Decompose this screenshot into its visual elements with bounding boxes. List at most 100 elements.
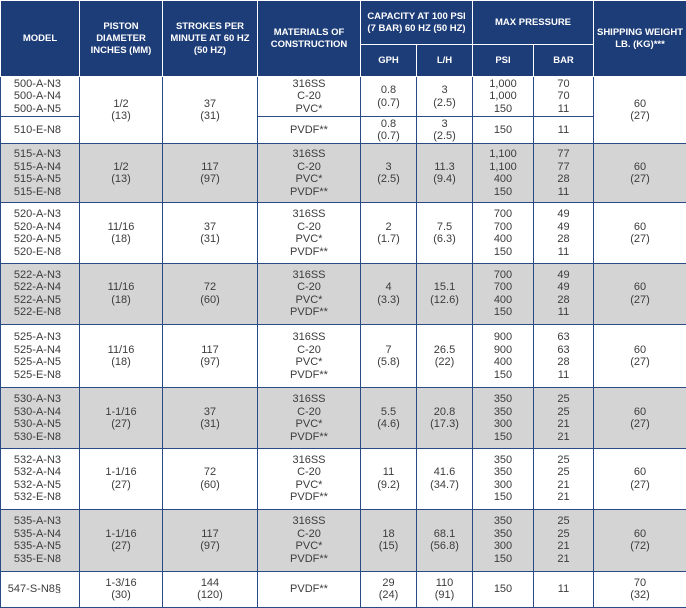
header-lh: L/H [416,44,473,77]
table-row: 532-A-N3 532-A-N4 532-A-N5 532-E-N8 1-1/16 (2… [0,447,686,511]
gph-cell-line: (3.3) [377,293,400,306]
shipping-weight-cell-line: (27) [630,478,650,491]
gph-cell: 0.8 (0.7) [360,75,417,118]
model-cell-line: 532-E-N8 [13,491,61,504]
model-cell-line: 520-A-N3 [13,208,61,220]
psi-cell: 350 350 300 150 [472,509,534,572]
bar-cell-line: 11 [557,368,570,381]
bar-cell-line: 28 [557,233,570,245]
gph-cell-line: (15) [378,540,399,553]
shipping-weight-cell: 60 (72) [593,509,686,572]
strokes-cell-line: 37 [203,220,217,233]
shipping-weight-cell: 60 (27) [593,387,686,449]
materials-cell: 316SS C-20 PVC* PVDF** [257,324,361,389]
model-cell: 535-A-N3 535-A-N4 535-A-N5 535-E-N8 [0,509,80,572]
bar-cell-line: 11 [557,102,570,115]
bar-cell-line: 49 [557,208,570,220]
strokes-cell-line: 144 [200,576,220,589]
gph-cell-line: 0.8 [380,117,397,130]
materials-cell-line: PVC* [295,173,323,186]
strokes-cell: 37 (31) [162,387,258,449]
materials-cell-line: PVDF** [290,491,328,504]
model-cell: 525-A-N3 525-A-N4 525-A-N5 525-E-N8 [0,324,80,389]
shipping-weight-cell: 60 (27) [593,143,686,204]
materials-cell: 316SS C-20 PVC* PVDF** [257,509,361,572]
piston-diameter-cell-line: 1/2 [113,97,129,110]
piston-diameter-cell: 1-1/16 (27) [79,447,163,511]
header-bar: BAR [532,44,595,77]
psi-cell-line: 300 [493,478,513,491]
shipping-weight-cell-line: 60 [633,343,647,356]
gph-cell-line: 5.5 [380,405,397,418]
psi-cell-line: 700 [493,281,513,294]
piston-diameter-cell-line: 11/16 [107,220,135,233]
psi-cell-line: 150 [493,102,513,115]
model-cell-line: 525-A-N5 [13,356,61,369]
bar-cell-line: 77 [557,148,570,161]
lh-cell: 3 (2.5) [416,75,473,118]
bar-cell-line: 11 [557,185,570,198]
table-row: 520-A-N3 520-A-N4 520-A-N5 520-E-N8 11/16 (18… [0,202,686,264]
model-cell-line: 530-E-N8 [13,430,61,443]
bar-cell-line: 25 [557,527,570,540]
materials-cell: 316SS C-20 PVC* PVDF** [257,447,361,511]
bar-cell-line: 70 [557,90,570,103]
gph-cell-line: 11 [382,466,395,479]
gph-cell: 3 (2.5) [360,143,417,204]
piston-diameter-cell-line: (30) [111,589,131,602]
gph-cell-line: (9.2) [377,478,400,491]
bar-cell-line: 77 [557,160,570,173]
psi-cell-line: 400 [493,173,513,186]
psi-cell-line: 350 [493,453,513,466]
bar-cell-line: 49 [557,220,570,233]
psi-cell-line: 350 [493,393,513,406]
gph-cell-line: 3 [385,160,392,173]
header-materials: MATERIALS OF CONSTRUCTION [257,0,361,77]
model-cell-line: 515-E-N8 [13,185,61,198]
model-cell-line: 522-A-N4 [13,281,61,294]
model-cell-line: 535-A-N4 [13,527,61,540]
bar-cell: 25 25 21 21 [532,509,595,572]
gph-cell: 5.5 (4.6) [360,387,417,449]
header-psi: PSI [472,44,534,77]
header-capacity: CAPACITY AT 100 PSI (7 BAR) 60 HZ (50 HZ… [360,0,473,45]
bar-cell-line: 70 [557,77,570,90]
strokes-cell: 117 (97) [162,143,258,204]
materials-cell-line: 316SS [292,453,326,466]
materials-cell-line: C-20 [297,405,321,418]
psi-cell-line: 150 [493,491,513,504]
psi-cell-line: 350 [493,527,513,540]
lh-cell-line: 110 [435,576,454,589]
table-row: 500-A-N3 500-A-N4 500-A-N5 1/2 (13) 37 (31) 316… [0,75,686,145]
bar-cell-line: 11 [557,306,570,319]
bar-cell: 25 25 21 21 [532,387,595,449]
lh-cell: 7.5 (6.3) [416,202,473,264]
model-cell-line: 520-A-N5 [13,233,61,245]
bar-cell-line: 21 [557,418,570,431]
model-cell-line: 532-A-N4 [13,466,61,479]
model-cell: 500-A-N3 500-A-N4 500-A-N5 [0,75,80,118]
gph-cell-line: (24) [378,589,399,602]
piston-diameter-cell-line: 1-1/16 [105,405,137,418]
strokes-cell-line: (120) [197,589,223,602]
lh-cell-line: 15.1 [433,281,456,294]
table-body: 500-A-N3 500-A-N4 500-A-N5 1/2 (13) 37 (31) 316… [0,75,686,608]
piston-diameter-cell-line: (18) [111,356,131,369]
lh-cell-line: (12.6) [430,293,459,306]
strokes-cell-line: 117 [201,343,219,356]
lh-cell-line: (56.8) [430,540,459,553]
bar-cell: 11 [532,116,595,145]
materials-cell-line: 316SS [292,515,326,528]
model-cell-line: 532-A-N5 [13,478,61,491]
psi-cell-line: 350 [493,515,513,528]
psi-cell: 700 700 400 150 [472,262,534,326]
bar-cell: 49 49 28 11 [532,202,595,264]
shipping-weight-cell: 60 (27) [593,262,686,326]
model-cell-line: 532-A-N3 [13,453,61,466]
psi-cell: 150 [472,116,534,145]
lh-cell-line: 11.3 [434,160,455,173]
psi-cell: 150 [472,570,534,608]
lh-cell-line: 7.5 [436,220,453,233]
psi-cell-line: 400 [493,356,513,369]
